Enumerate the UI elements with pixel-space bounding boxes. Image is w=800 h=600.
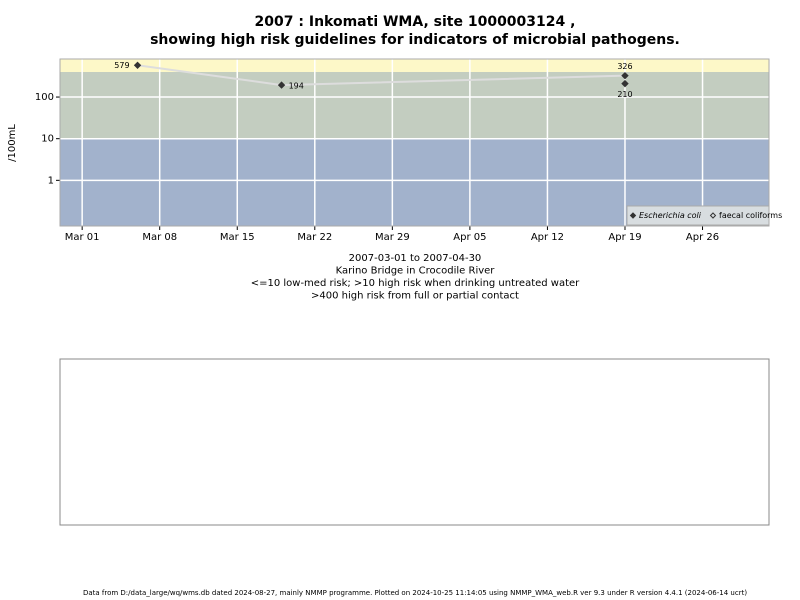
y-tick-label: 1 — [48, 175, 54, 186]
empty-panel — [59, 358, 770, 526]
footer: Data from D:/data_large/wq/wms.db dated … — [83, 589, 747, 597]
legend-marker — [629, 212, 637, 219]
caption-line: 2007-03-01 to 2007-04-30 — [349, 253, 482, 264]
chart-title: 2007 : Inkomati WMA, site 1000003124 , — [255, 14, 576, 30]
x-tick-label: Apr 12 — [531, 232, 564, 243]
data-point — [133, 61, 142, 70]
data-label: 326 — [617, 62, 632, 71]
data-point — [621, 79, 629, 88]
caption-line: >400 high risk from full or partial cont… — [311, 291, 519, 302]
data-label: 210 — [617, 90, 632, 99]
x-tick-label: Apr 26 — [686, 232, 719, 243]
y-axis-label: /100mL — [7, 124, 18, 162]
x-tick-label: Apr 19 — [608, 232, 641, 243]
x-tick-label: Mar 22 — [297, 232, 332, 243]
caption-line: <=10 low-med risk; >10 high risk when dr… — [251, 278, 580, 289]
data-point — [621, 71, 629, 80]
x-tick-label: Mar 29 — [375, 232, 410, 243]
data-label: 194 — [289, 82, 304, 91]
legend-label: Escherichia coli — [639, 211, 702, 220]
plot-frame — [59, 58, 770, 227]
x-tick-label: Mar 15 — [220, 232, 255, 243]
legend-label: faecal coliforms — [719, 211, 782, 220]
legend-box — [626, 205, 770, 226]
y-tick-label: 10 — [41, 134, 54, 145]
data-label: 579 — [114, 61, 129, 70]
x-tick-label: Apr 05 — [453, 232, 486, 243]
caption-line: Karino Bridge in Crocodile River — [336, 266, 496, 277]
y-tick-label: 100 — [35, 92, 54, 103]
legend-marker — [709, 212, 717, 219]
x-tick-label: Mar 08 — [142, 232, 177, 243]
risk-band — [60, 71, 769, 139]
x-tick-label: Mar 01 — [65, 232, 100, 243]
chart-title: showing high risk guidelines for indicat… — [150, 32, 680, 48]
data-point — [277, 81, 286, 89]
